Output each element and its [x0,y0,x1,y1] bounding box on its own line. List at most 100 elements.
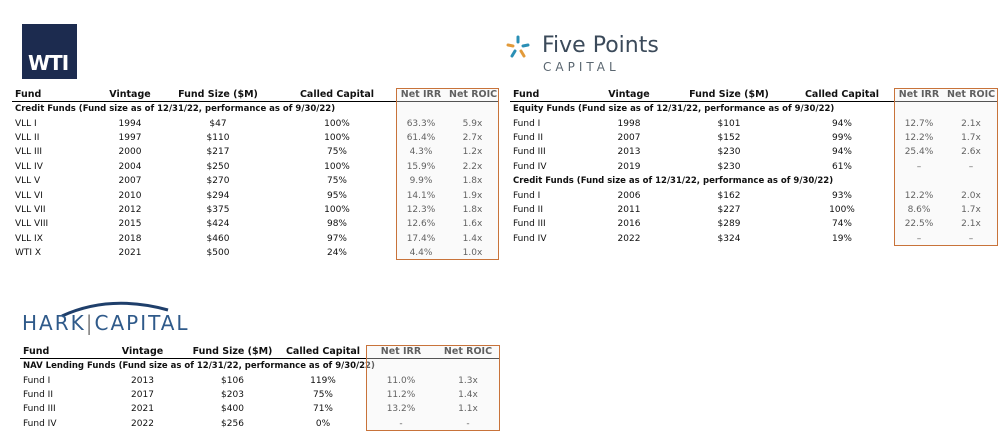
cell: 14.1% [406,190,436,201]
header-cell: Vintage [590,88,668,102]
header-row: Fund Vintage Fund Size ($M) Called Capital N… [12,88,499,102]
cell: 2.1x [961,219,981,230]
cell: Fund II [513,132,543,143]
cell: 100% [324,161,350,172]
cell: Fund IV [513,161,547,172]
header-cell: Fund Size ($M) [185,345,280,359]
cell: 1998 [617,118,641,129]
cell: $227 [717,204,741,215]
cell: Fund I [513,190,541,201]
cell: 2021 [131,404,154,415]
hark-arc [61,301,169,318]
data-row: VLL I 1994 $47 100% 63.3% 5.9x [12,116,499,130]
cell: 2018 [118,233,142,244]
hark-left: HARK [22,311,86,335]
cell: $294 [206,190,230,201]
cell: Fund II [23,389,53,400]
cell: $217 [206,147,230,158]
cell: $270 [206,176,230,187]
cell: $230 [717,161,741,172]
data-row: Fund I 2006 $162 93% 12.2% 2.0x [510,188,998,202]
data-row: Fund III 2013 $230 94% 25.4% 2.6x [510,145,998,159]
cell: 12.2% [904,132,934,143]
cell: Fund III [513,219,546,230]
cell: 1.7x [961,204,981,215]
data-row: Fund II 2007 $152 99% 12.2% 1.7x [510,131,998,145]
table-body: Fund Vintage Fund Size ($M) Called Capital N… [12,88,499,260]
cell: 1.8x [462,204,483,215]
section-title: Equity Funds (Fund size as of 12/31/22, … [513,104,835,115]
fund-table: Fund Vintage Fund Size ($M) Called Capital N… [20,345,500,431]
hark-right: CAPITAL [94,311,190,335]
cell: - [399,418,403,429]
cell: 2.1x [961,118,981,129]
section-row: Equity Funds (Fund size as of 12/31/22, … [510,102,998,117]
cell: 12.7% [904,118,934,129]
data-row: Fund I 2013 $106 119% 11.0% 1.3x [20,373,500,387]
header-cell: Net IRR [894,88,944,102]
header-cell: Net IRR [396,88,446,102]
cell: 4.4% [409,248,433,259]
cell: 0% [315,418,331,429]
cell: $500 [206,248,230,259]
cell: Fund I [513,118,541,129]
data-row: VLL II 1997 $110 100% 61.4% 2.7x [12,131,499,145]
header-cell: Fund [510,88,590,102]
cell: – [968,161,974,172]
cell: 2012 [118,204,142,215]
data-row: Fund III 2016 $289 74% 22.5% 2.1x [510,217,998,231]
cell: 25.4% [904,147,934,158]
cell: Fund III [513,147,546,158]
cell: $289 [717,219,741,230]
cell: 2022 [617,233,641,244]
cell: 97% [326,233,347,244]
cell: 100% [324,132,350,143]
cell: 12.2% [904,190,934,201]
data-row: VLL IV 2004 $250 100% 15.9% 2.2x [12,160,499,174]
cell: 8.6% [907,204,931,215]
cell: Fund IV [23,418,57,429]
section-row: NAV Lending Funds (Fund size as of 12/31… [20,359,500,374]
cell: Fund IV [513,233,547,244]
cell: VLL VI [15,190,43,201]
data-row: Fund II 2011 $227 100% 8.6% 1.7x [510,203,998,217]
cell: $256 [221,418,244,429]
data-row: Fund I 1998 $101 94% 12.7% 2.1x [510,116,998,130]
data-row: VLL VII 2012 $375 100% 12.3% 1.8x [12,203,499,217]
cell: VLL V [15,176,41,187]
section-title: NAV Lending Funds (Fund size as of 12/31… [23,361,375,372]
wti-logo-text: WTI [28,51,69,75]
cell: 75% [326,147,347,158]
cell: 99% [831,132,852,143]
data-row: VLL IX 2018 $460 97% 17.4% 1.4x [12,232,499,246]
data-row: Fund IV 2022 $324 19% – – [510,232,998,246]
cell: – [916,161,922,172]
cell: $152 [717,132,741,143]
cell: 75% [326,176,347,187]
cell: 4.3% [409,147,433,158]
cell: 2013 [617,147,641,158]
cell: $101 [717,118,741,129]
cell: 1.7x [961,132,981,143]
cell: 63.3% [406,118,436,129]
cell: 74% [831,219,852,230]
cell: 2007 [118,176,142,187]
cell: 19% [831,233,852,244]
cell: 5.9x [462,118,483,129]
data-row: VLL V 2007 $270 75% 9.9% 1.8x [12,174,499,188]
cell: VLL I [15,118,37,129]
cell: 2010 [118,190,142,201]
header-cell: Fund [20,345,100,359]
data-row: WTI X 2021 $500 24% 4.4% 1.0x [12,246,499,260]
header-cell: Fund [12,88,102,102]
cell: 15.9% [406,161,436,172]
cell: 2022 [131,418,154,429]
header-cell: Vintage [102,88,158,102]
cell: VLL IV [15,161,43,172]
cell: 93% [831,190,852,201]
cell: 1997 [118,132,142,143]
cell: 100% [324,204,350,215]
cell: 22.5% [904,219,934,230]
cell: 9.9% [409,176,433,187]
header-cell: Vintage [100,345,185,359]
